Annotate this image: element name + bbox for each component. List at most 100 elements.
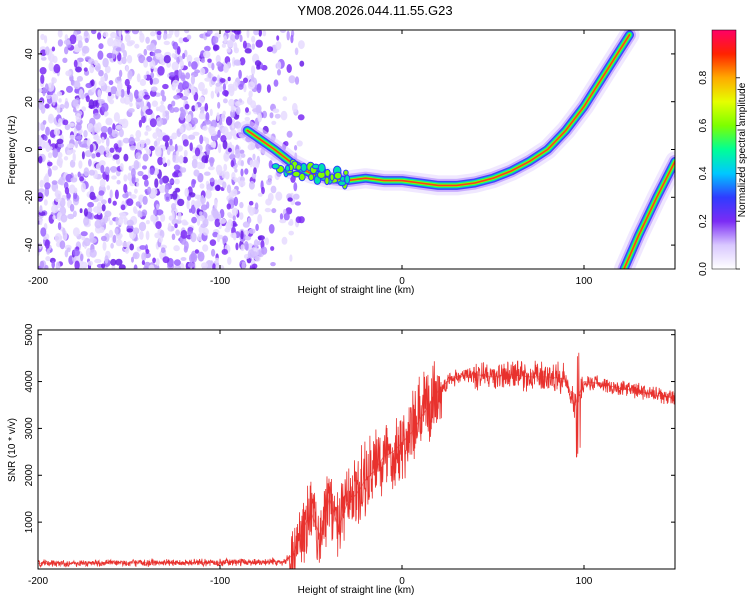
noise-blob (244, 48, 252, 54)
noise-blob (57, 142, 64, 148)
noise-blob (110, 166, 117, 173)
spectrogram-x-label: Height of straight line (km) (298, 285, 415, 296)
noise-blob (137, 210, 142, 218)
secondary-frequency-track-layer (623, 160, 675, 269)
noise-blob (45, 256, 51, 262)
noise-blob (233, 42, 238, 52)
noise-blob (186, 199, 190, 210)
noise-blob (293, 182, 298, 192)
noise-blob (207, 58, 212, 63)
noise-blob (38, 88, 43, 93)
spectrogram-y-tick-label: 0 (24, 146, 35, 152)
noise-blob (221, 170, 227, 179)
noise-blob (85, 82, 93, 89)
colorbar-tick-label: 0.8 (698, 70, 709, 84)
noise-blob (221, 112, 226, 123)
noise-blob (255, 39, 263, 48)
noise-blob (148, 264, 155, 269)
noise-blob (171, 132, 178, 140)
noise-blob (186, 195, 191, 201)
noise-blob (38, 155, 43, 164)
noise-blob (106, 52, 114, 59)
noise-blob (131, 256, 134, 263)
noise-blob (257, 214, 263, 224)
noise-blob (280, 110, 288, 121)
noise-blob (215, 257, 220, 264)
noise-blob (285, 207, 293, 215)
noise-blob (244, 168, 249, 175)
noise-blob (162, 110, 166, 119)
noise-blob (132, 251, 140, 260)
noise-blob (42, 120, 47, 125)
noise-blob (87, 207, 93, 213)
noise-blob (275, 191, 283, 201)
noise-blob (104, 65, 111, 74)
noise-blob (266, 46, 274, 53)
noise-blob (193, 169, 200, 177)
noise-blob (223, 98, 228, 104)
noise-blob (288, 230, 295, 236)
noise-blob (48, 146, 53, 151)
noise-blob (214, 179, 218, 186)
noise-blob (192, 131, 200, 136)
noise-blob (270, 185, 277, 194)
colorbar-tick-label: 0.6 (698, 118, 709, 132)
noise-blob (51, 180, 58, 185)
noise-blob (227, 212, 232, 217)
noise-blob (174, 143, 178, 153)
noise-blob (149, 42, 155, 49)
noise-blob (75, 135, 83, 140)
noise-blob (158, 104, 166, 113)
noise-blob (54, 233, 62, 243)
noise-blob (163, 55, 171, 64)
noise-blob (222, 83, 226, 91)
noise-blob (143, 266, 149, 269)
noise-blob (125, 30, 130, 33)
noise-blob (44, 35, 48, 44)
noise-blob (118, 140, 122, 148)
noise-blob (151, 214, 157, 221)
noise-blob (185, 123, 193, 131)
noise-blob (188, 134, 196, 140)
noise-blob (43, 135, 48, 141)
noise-blob (184, 30, 190, 34)
noise-blob (203, 50, 211, 59)
noise-blob (198, 81, 205, 92)
noise-blob (205, 112, 210, 122)
noise-blob (179, 125, 184, 134)
noise-blob (177, 198, 185, 207)
noise-blob (191, 105, 196, 112)
noise-blob (134, 43, 140, 49)
noise-blob (240, 153, 246, 159)
noise-blob (146, 148, 152, 155)
noise-blob (156, 203, 160, 210)
noise-blob (88, 158, 92, 167)
noise-blob (219, 78, 226, 83)
noise-blob (157, 156, 164, 166)
noise-blob (239, 201, 244, 209)
noise-blob (286, 64, 292, 73)
noise-blob (77, 171, 81, 178)
noise-blob (145, 249, 150, 254)
snr-y-tick-label: 2000 (24, 464, 35, 487)
noise-blob (174, 264, 182, 269)
noise-blob (184, 103, 190, 110)
noise-blob (293, 193, 300, 200)
noise-blob (121, 88, 125, 98)
noise-blob (264, 237, 269, 246)
noise-blob (155, 221, 162, 230)
noise-blob (160, 89, 165, 97)
noise-blob (55, 188, 59, 198)
noise-blob (64, 249, 69, 258)
noise-blob (53, 63, 61, 74)
noise-blob (152, 77, 160, 85)
noise-blob (40, 74, 45, 84)
track-blob (317, 163, 326, 173)
snr-x-ticks: -200 -100 0 100 (28, 330, 593, 587)
noise-blob (246, 30, 250, 39)
noise-blob (173, 164, 181, 171)
noise-blob (212, 231, 219, 238)
noise-blob (207, 71, 212, 79)
noise-blob (82, 45, 90, 54)
noise-blob (179, 112, 185, 121)
